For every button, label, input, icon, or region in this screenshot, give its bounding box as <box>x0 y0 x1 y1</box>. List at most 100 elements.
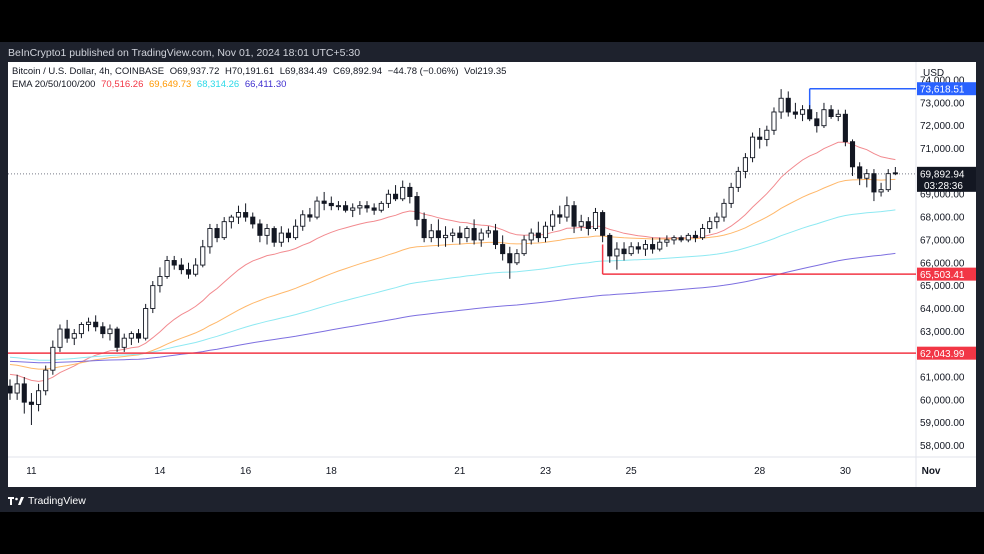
candle-body <box>185 269 192 275</box>
candle-body <box>257 223 263 236</box>
candle-body <box>521 239 527 255</box>
currency-label: USD <box>923 68 944 79</box>
candle-body <box>193 264 199 275</box>
candle-body <box>792 111 798 115</box>
candle-body <box>621 248 627 255</box>
x-tick-label: 14 <box>154 466 166 477</box>
candle-body <box>107 328 113 335</box>
candle-body <box>821 109 827 127</box>
candle-body <box>757 136 763 140</box>
y-tick-label: 72,000.00 <box>920 121 965 132</box>
candle-body <box>735 170 741 188</box>
candle-body <box>335 205 341 208</box>
x-tick-label: 30 <box>840 466 852 477</box>
candle-body <box>892 172 898 175</box>
candle-body <box>785 97 791 113</box>
publisher-line: BeInCrypto1 published on TradingView.com… <box>8 47 361 59</box>
ema50-line <box>9 178 896 370</box>
candle-body <box>535 232 541 239</box>
candle-body <box>121 337 127 348</box>
resistance-price-tag <box>917 82 976 96</box>
last-price-label: 69,892.94 <box>920 169 965 180</box>
candle-body <box>314 200 320 218</box>
candle-body <box>300 214 306 227</box>
candle-body <box>21 383 27 403</box>
candle-body <box>650 244 656 250</box>
candle-body <box>414 196 420 220</box>
countdown-label: 03:28:36 <box>924 181 963 192</box>
candle-body <box>885 173 891 191</box>
candle-body <box>428 230 434 239</box>
candle-body <box>778 97 784 113</box>
candle-body <box>64 328 70 339</box>
candle-body <box>799 109 806 115</box>
y-tick-label: 69,000.00 <box>920 190 965 201</box>
candle-body <box>343 205 349 211</box>
volume-value: Vol219.35 <box>464 66 507 77</box>
candle-body <box>714 216 720 223</box>
candle-body <box>143 308 149 339</box>
candle-body <box>164 260 170 277</box>
candle-body <box>385 193 391 204</box>
candle-body <box>842 113 848 143</box>
open-value: O69,937.72 <box>169 66 220 77</box>
price-chart[interactable]: 58,000.00 59,000.00 60,000.00 61,000.00 62,0… <box>8 62 976 487</box>
candle-body <box>607 234 613 257</box>
candle-body <box>657 241 663 250</box>
candle-body <box>671 237 677 241</box>
candle-body <box>171 260 177 266</box>
candle-body <box>492 230 499 245</box>
candle-body <box>178 264 184 271</box>
candle-body <box>100 326 106 335</box>
x-tick-label: 28 <box>754 466 766 477</box>
high-value: H70,191.61 <box>225 66 275 77</box>
support-2-price-label: 62,043.99 <box>920 349 965 360</box>
candle-body <box>157 276 163 287</box>
ema100-value: 68,314.26 <box>196 79 240 90</box>
tradingview-logo-icon <box>8 497 24 505</box>
candle-body <box>328 202 334 207</box>
candle-body <box>85 321 92 325</box>
x-tick-label: 16 <box>240 466 252 477</box>
ohlc-legend: Bitcoin / U.S. Dollar, 4h, COINBASE O69,… <box>12 66 509 77</box>
candle-body <box>578 221 584 227</box>
ema20-value: 70,516.26 <box>101 79 144 90</box>
candle-body <box>135 333 142 339</box>
y-tick-label: 59,000.00 <box>920 418 965 429</box>
candle-body <box>14 383 20 394</box>
candle-body <box>207 228 213 248</box>
candle-body <box>828 109 834 118</box>
y-tick-label: 63,000.00 <box>920 327 965 338</box>
candle-body <box>692 234 698 239</box>
candle-body <box>635 246 641 250</box>
candle-body <box>150 285 156 309</box>
x-tick-label: 21 <box>454 466 466 477</box>
chart-panel[interactable]: 58,000.00 59,000.00 60,000.00 61,000.00 62,0… <box>8 62 976 487</box>
candle-body <box>450 232 456 236</box>
candle-body <box>814 118 820 127</box>
candle-body <box>371 207 377 211</box>
ema200-line <box>9 252 896 364</box>
candle-body <box>528 232 534 241</box>
candle-body <box>321 200 327 204</box>
candle-body <box>393 193 399 200</box>
candle-body <box>307 214 313 218</box>
candle-body <box>564 205 570 218</box>
y-tick-label: 65,000.00 <box>920 281 965 292</box>
candle-body <box>71 333 77 339</box>
candle-body <box>728 186 734 204</box>
candle-body <box>764 129 770 140</box>
x-tick-label: Nov <box>922 466 941 477</box>
candle-body <box>585 221 591 229</box>
y-tick-label: 67,000.00 <box>920 235 965 246</box>
candle-body <box>128 333 134 339</box>
candle-body <box>250 216 256 225</box>
candle-body <box>771 111 777 131</box>
y-tick-label: 68,000.00 <box>920 213 965 224</box>
ema-label: EMA 20/50/100/200 <box>12 79 96 90</box>
ema200-value: 66,411.30 <box>244 79 287 90</box>
support-1-price-tag <box>917 267 976 281</box>
candle-body <box>43 369 49 392</box>
candle-body <box>471 228 477 241</box>
candle-body <box>271 228 277 243</box>
